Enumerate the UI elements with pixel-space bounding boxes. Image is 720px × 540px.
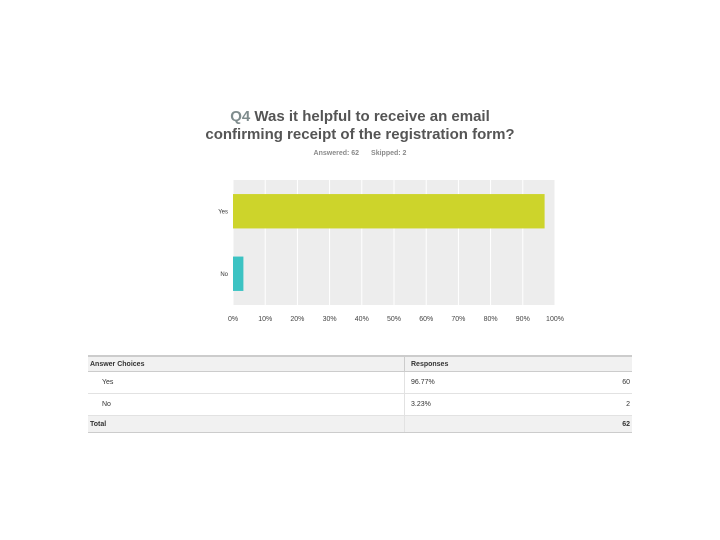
row-choice: Yes bbox=[88, 371, 405, 394]
results-table: Answer Choices Responses Yes 96.77% 60 N… bbox=[88, 355, 632, 433]
row-choice: No bbox=[88, 393, 405, 416]
header-answer-choices: Answer Choices bbox=[88, 355, 405, 372]
y-category-label: Yes bbox=[218, 209, 228, 215]
question-number: Q4 bbox=[230, 108, 251, 125]
x-tick-label: 30% bbox=[323, 316, 337, 323]
table-total-row: Total 62 bbox=[88, 415, 632, 433]
header-responses: Responses bbox=[404, 355, 632, 372]
answered-count: Answered: 62 bbox=[313, 150, 360, 157]
table-row: Yes 96.77% 60 bbox=[88, 371, 632, 394]
row-count: 2 bbox=[570, 393, 632, 416]
bar-no bbox=[233, 256, 244, 291]
response-meta: Answered: 62 Skipped: 2 bbox=[200, 150, 520, 157]
bar-chart: 0% 10% 20% 30% 40% 50% 60% 70% 80% 90% 100% Yes No bbox=[218, 180, 564, 323]
total-spacer bbox=[403, 415, 571, 433]
table-header-row: Answer Choices Responses bbox=[88, 355, 632, 372]
x-tick-label: 40% bbox=[355, 316, 369, 323]
x-tick-label: 90% bbox=[516, 316, 530, 323]
x-tick-label: 100% bbox=[546, 316, 564, 323]
row-percent: 3.23% bbox=[403, 393, 571, 416]
x-tick-label: 50% bbox=[387, 316, 401, 323]
table-row: No 3.23% 2 bbox=[88, 393, 632, 416]
skipped-count: Skipped: 2 bbox=[371, 150, 407, 157]
total-label: Total bbox=[88, 415, 405, 433]
x-tick-label: 60% bbox=[419, 316, 433, 323]
total-count: 62 bbox=[570, 415, 632, 433]
x-tick-label: 80% bbox=[484, 316, 498, 323]
x-tick-label: 0% bbox=[228, 316, 238, 323]
row-percent: 96.77% bbox=[403, 371, 571, 394]
question-title: Q4 Was it helpful to receive an email co… bbox=[200, 108, 520, 144]
x-tick-label: 20% bbox=[290, 316, 304, 323]
question-text: Was it helpful to receive an email confi… bbox=[205, 108, 515, 143]
x-tick-label: 10% bbox=[258, 316, 272, 323]
row-count: 60 bbox=[570, 371, 632, 394]
bar-yes bbox=[233, 194, 545, 229]
x-tick-label: 70% bbox=[451, 316, 465, 323]
y-category-label: No bbox=[220, 272, 228, 278]
